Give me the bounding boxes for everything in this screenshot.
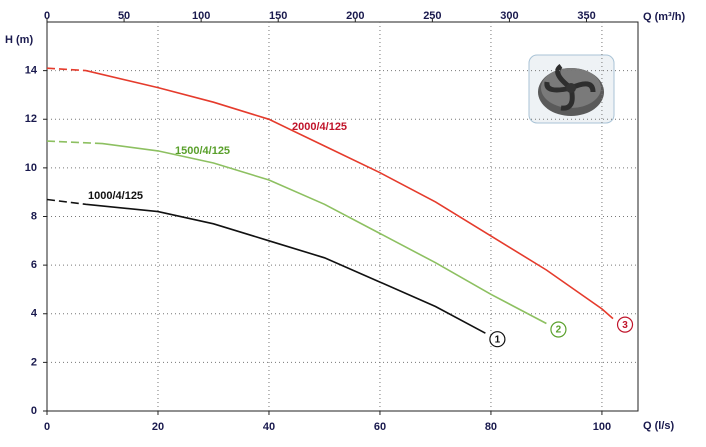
y-tick-label: 4 xyxy=(31,308,38,320)
y-tick-label: 2 xyxy=(31,356,37,368)
end-marker-label: 1 xyxy=(495,334,501,345)
end-marker xyxy=(616,316,634,333)
series-label: 1000/4/125 xyxy=(88,190,143,202)
x-tick-label: 40 xyxy=(263,421,275,433)
y-tick-label: 14 xyxy=(25,65,38,77)
x2-tick-label: 150 xyxy=(269,10,287,22)
x2-tick-label: 200 xyxy=(346,10,364,22)
y-tick-label: 8 xyxy=(31,210,37,222)
x-tick-label: 100 xyxy=(593,421,611,433)
x2-tick-label: 250 xyxy=(423,10,441,22)
x2-tick-label: 300 xyxy=(500,10,518,22)
impeller-icon xyxy=(528,54,615,124)
series-label: 2000/4/125 xyxy=(292,121,347,133)
x2-tick-label: 350 xyxy=(577,10,595,22)
x-tick-label: 80 xyxy=(485,421,497,433)
x-tick-label: 60 xyxy=(374,421,386,433)
series-label: 1500/4/125 xyxy=(175,145,230,157)
x-tick-label: 0 xyxy=(44,421,50,433)
x2-tick-label: 0 xyxy=(44,10,50,22)
curve xyxy=(46,67,614,320)
y-axis-title: H (m) xyxy=(5,34,33,46)
x2-tick-label: 50 xyxy=(118,10,130,22)
end-marker-label: 2 xyxy=(556,325,562,336)
x2-tick-label: 100 xyxy=(192,10,210,22)
y-tick-label: 6 xyxy=(31,259,37,271)
curve xyxy=(46,198,486,334)
end-marker-label: 3 xyxy=(622,320,628,331)
x2-axis-title: Q (m³/h) xyxy=(643,11,685,23)
end-marker xyxy=(550,321,567,338)
curve-dash-mask xyxy=(46,66,86,73)
y-tick-label: 12 xyxy=(25,113,37,125)
x-axis-title: Q (l/s) xyxy=(643,420,675,432)
curve xyxy=(46,140,547,325)
y-tick-label: 0 xyxy=(31,405,37,417)
end-marker xyxy=(489,331,506,348)
y-tick-label: 10 xyxy=(25,162,37,174)
curve-dash-mask xyxy=(46,139,103,146)
curve-dash-mask xyxy=(46,197,87,206)
x-tick-label: 20 xyxy=(152,421,164,433)
